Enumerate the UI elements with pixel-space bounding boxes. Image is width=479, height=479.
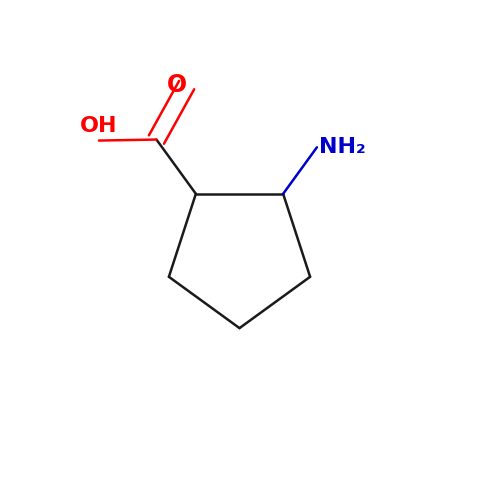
Text: NH₂: NH₂ xyxy=(319,137,366,157)
Text: O: O xyxy=(167,73,187,97)
Text: OH: OH xyxy=(80,116,118,136)
